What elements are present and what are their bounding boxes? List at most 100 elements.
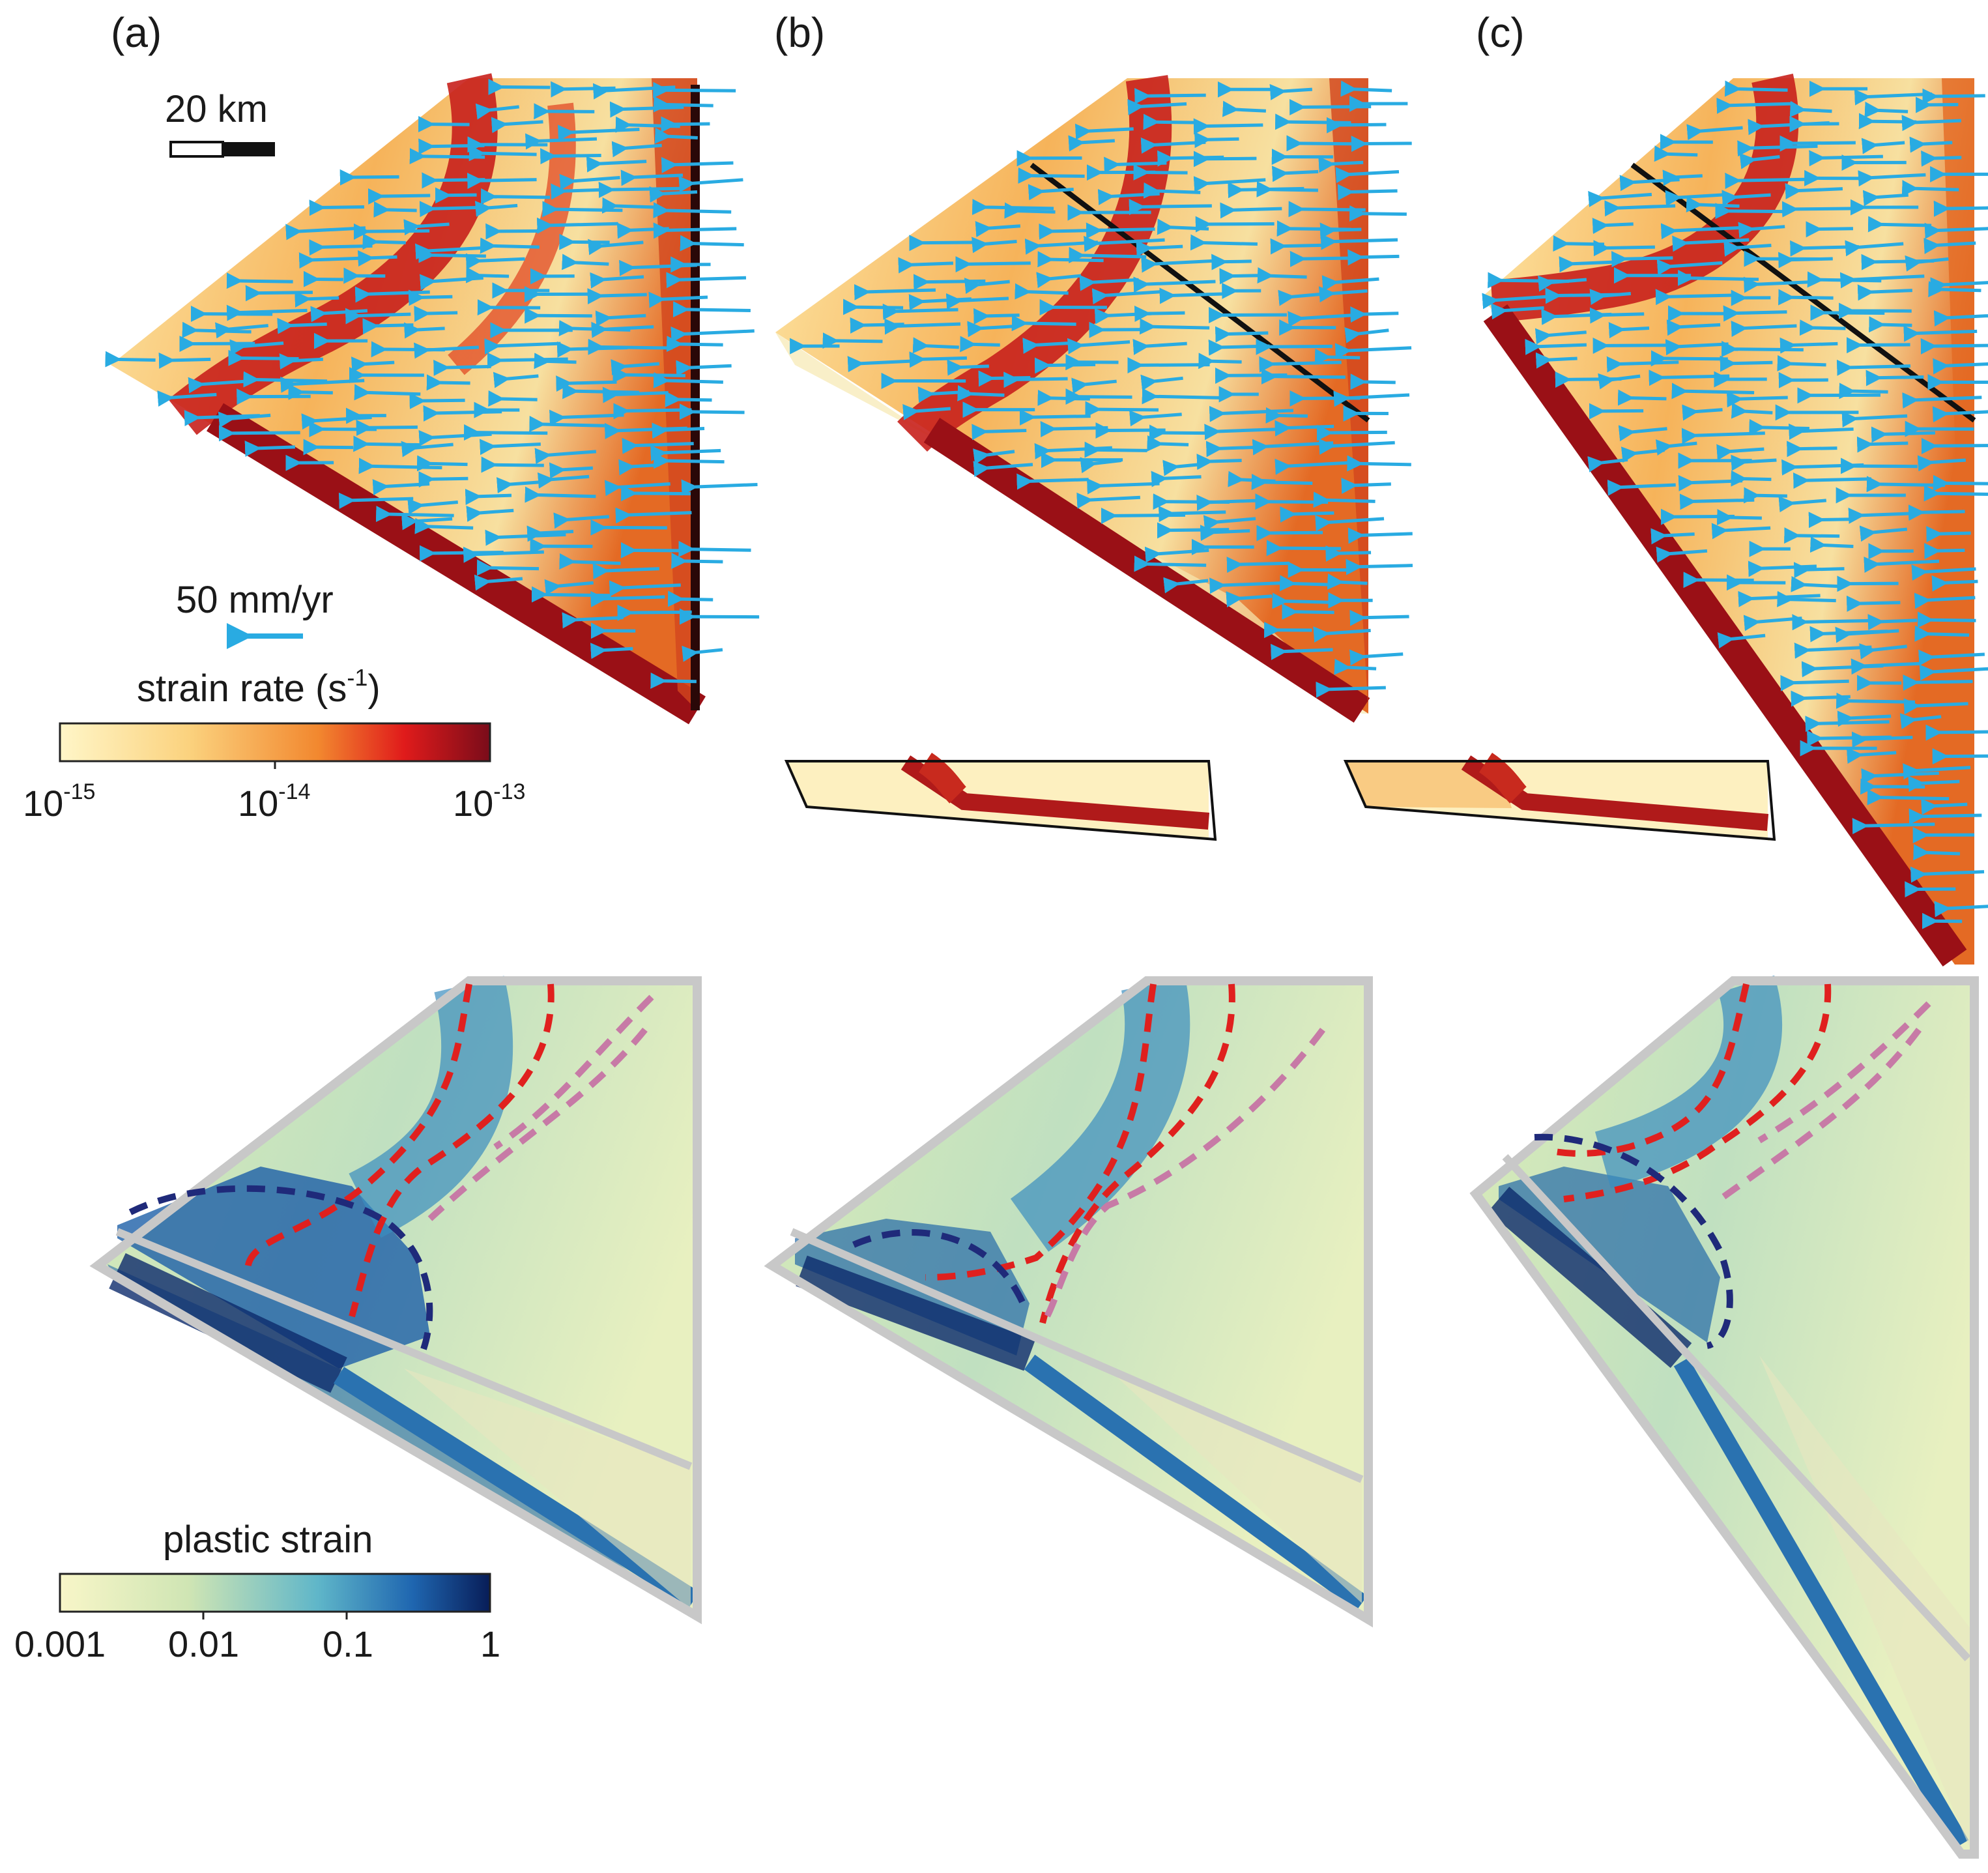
- velocity-arrow: [1080, 457, 1122, 474]
- velocity-arrow: [1205, 441, 1254, 457]
- velocity-arrow: [1905, 255, 1949, 272]
- scale-bar-label: 20 km: [165, 88, 268, 130]
- velocity-arrow: [1926, 526, 1971, 543]
- velocity-arrow: [1777, 590, 1836, 607]
- velocity-arrow: [1858, 170, 1926, 187]
- velocity-arrow: [1903, 763, 1971, 780]
- velocity-arrow: [1931, 575, 1978, 592]
- velocity-arrow: [362, 318, 414, 335]
- velocity-arrow: [1899, 713, 1942, 730]
- velocity-arrow: [188, 377, 246, 394]
- velocity-arrow: [1074, 123, 1134, 140]
- velocity-arrow: [601, 197, 659, 214]
- velocity-arrow: [882, 303, 958, 320]
- velocity-arrow: [1163, 577, 1209, 594]
- velocity-arrow: [1143, 113, 1198, 130]
- velocity-arrow: [422, 172, 485, 189]
- velocity-arrow: [544, 579, 594, 596]
- velocity-arrow: [1920, 338, 1988, 355]
- velocity-arrow: [562, 383, 640, 399]
- velocity-arrow: [1347, 527, 1413, 544]
- velocity-arrow: [1901, 115, 1961, 132]
- velocity-arrow: [1286, 135, 1362, 152]
- velocity-arrow: [972, 237, 1017, 254]
- velocity-arrow: [1934, 901, 1988, 918]
- velocity-arrow: [611, 359, 659, 375]
- velocity-arrow: [414, 342, 479, 359]
- velocity-arrow: [1313, 491, 1376, 508]
- velocity-arrow: [295, 291, 339, 308]
- velocity-arrow: [1792, 614, 1871, 631]
- velocity-arrow: [1275, 420, 1334, 437]
- velocity-arrow: [653, 372, 723, 389]
- velocity-arrow: [1839, 272, 1925, 289]
- velocity-arrow: [1335, 167, 1400, 184]
- velocity-arrow: [1914, 592, 1976, 609]
- velocity-arrow: [1259, 356, 1342, 373]
- velocity-arrow: [650, 445, 721, 462]
- velocity-arrow: [679, 403, 745, 420]
- cross-section-b: [784, 753, 1217, 841]
- velocity-arrow: [418, 471, 468, 488]
- velocity-arrow: [1326, 117, 1387, 134]
- velocity-arrow: [1909, 808, 1982, 825]
- velocity-arrow: [973, 308, 1020, 325]
- velocity-arrow: [1737, 140, 1818, 157]
- velocity-arrow: [1314, 348, 1361, 365]
- velocity-arrow: [1911, 564, 1976, 581]
- velocity-arrow: [1340, 80, 1392, 97]
- velocity-arrow: [1094, 308, 1152, 325]
- velocity-arrow: [1320, 233, 1398, 250]
- velocity-arrow: [898, 257, 953, 274]
- velocity-arrow: [1923, 237, 1976, 254]
- velocity-arrow: [409, 148, 485, 165]
- velocity-arrow: [1133, 276, 1216, 293]
- velocity-arrow: [1672, 235, 1750, 252]
- velocity-arrow: [1723, 305, 1787, 322]
- plastic-strain-colorbar-title: plastic strain: [163, 1518, 373, 1561]
- velocity-arrow: [1867, 789, 1950, 806]
- velocity-arrow: [1777, 355, 1826, 371]
- velocity-arrow: [1731, 470, 1772, 487]
- velocity-arrow: [531, 586, 611, 603]
- velocity-arrow: [1140, 318, 1210, 335]
- velocity-arrow: [1280, 506, 1334, 523]
- velocity-arrow: [622, 437, 694, 454]
- velocity-arrow: [1538, 275, 1587, 292]
- velocity-arrow: [1211, 254, 1252, 270]
- velocity-arrow: [1222, 100, 1266, 117]
- velocity-arrow: [1933, 200, 1988, 217]
- velocity-arrow: [1864, 557, 1940, 574]
- velocity-arrow: [1134, 555, 1207, 572]
- velocity-arrow: [653, 81, 736, 98]
- velocity-arrow: [1859, 643, 1907, 660]
- velocity-arrow: [1347, 249, 1400, 266]
- velocity-arrow: [465, 253, 525, 270]
- velocity-arrow: [1004, 202, 1056, 219]
- velocity-arrow: [681, 479, 758, 496]
- velocity-arrow: [1084, 235, 1165, 252]
- velocity-arrow: [1809, 536, 1854, 553]
- velocity-arrows-a: [105, 78, 760, 689]
- velocity-arrow: [549, 462, 594, 479]
- velocity-arrow: [1193, 176, 1266, 193]
- velocity-arrow: [1018, 167, 1085, 184]
- velocity-arrow: [409, 392, 465, 409]
- velocity-arrow: [562, 612, 624, 629]
- velocity-arrow: [475, 103, 519, 120]
- velocity-arrow: [1650, 528, 1695, 545]
- velocity-arrow: [1791, 690, 1851, 707]
- velocity-arrow: [1660, 508, 1735, 525]
- velocity-arrow: [652, 422, 705, 439]
- velocity-arrow: [415, 243, 489, 260]
- velocity-arrow: [418, 138, 485, 155]
- velocity-arrow: [1067, 338, 1131, 355]
- velocity-arrow: [1190, 234, 1258, 251]
- strain-rate-map-b: [775, 75, 1370, 723]
- velocity-arrow: [902, 403, 951, 420]
- velocity-arrow: [1921, 798, 1968, 815]
- velocity-arrow: [1864, 102, 1909, 118]
- velocity-arrow: [244, 441, 295, 457]
- velocity-arrow: [843, 298, 904, 315]
- velocity-arrow: [1861, 138, 1905, 154]
